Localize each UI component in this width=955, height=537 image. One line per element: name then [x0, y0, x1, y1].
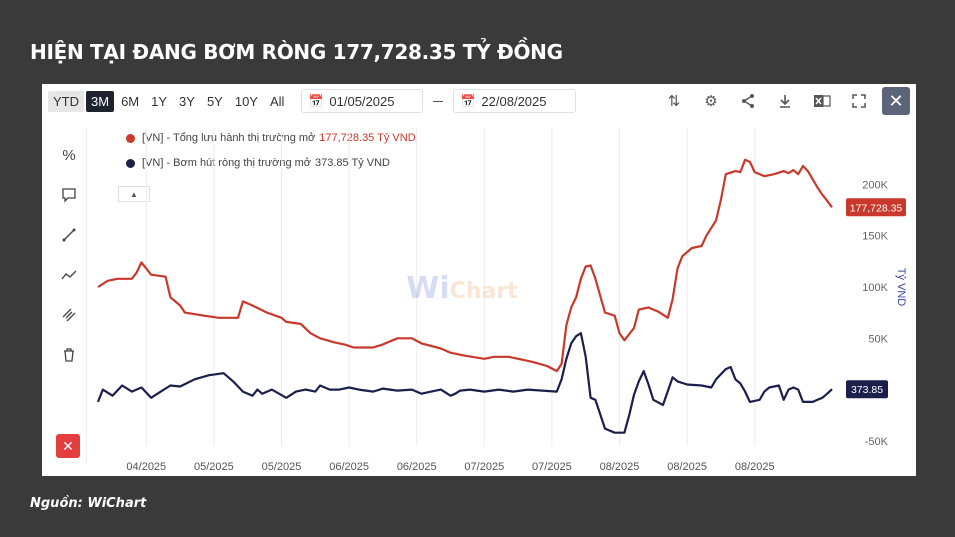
- legend-item-outstanding[interactable]: [VN] - Tổng lưu hành thị trường mở 177,7…: [126, 132, 416, 144]
- y-tick-label: 150K: [862, 231, 888, 243]
- range-ytd[interactable]: YTD: [48, 90, 84, 112]
- calendar-icon: 📅: [308, 94, 324, 108]
- legend-value: 177,728.35 Tỷ VND: [319, 132, 416, 144]
- measure-icon[interactable]: [58, 304, 80, 326]
- x-tick-label: 07/2025: [532, 461, 572, 473]
- range-1y[interactable]: 1Y: [151, 93, 168, 109]
- date-from-input[interactable]: 📅 01/05/2025: [301, 89, 424, 113]
- axis-toggle-icon[interactable]: ⇅: [667, 93, 681, 110]
- range-3m[interactable]: 3M: [86, 90, 115, 112]
- delete-icon[interactable]: ✕: [56, 434, 80, 458]
- series-line-net-injection: [96, 332, 833, 434]
- watermark-logo: WiChart: [406, 271, 518, 306]
- legend-value: 373.85 Tỷ VND: [315, 157, 391, 169]
- share-icon[interactable]: [734, 87, 762, 115]
- y-tick-label: 100K: [862, 282, 888, 294]
- y-axis-label: Tỷ VND: [895, 268, 907, 307]
- drawing-tools: % ✕: [52, 128, 87, 464]
- x-tick-label: 08/2025: [667, 461, 707, 473]
- chart-panel: YTD 3M 6M 1Y 3Y 5Y 10Y All 📅 01/05/2025 …: [42, 84, 916, 476]
- last-value-label-outstanding: 177,728.35: [850, 202, 903, 214]
- last-value-badge-outstanding: [846, 198, 906, 217]
- calendar-icon: 📅: [460, 94, 476, 108]
- close-icon[interactable]: ✕: [882, 87, 910, 115]
- download-icon[interactable]: [771, 87, 799, 115]
- x-tick-label: 04/2025: [126, 461, 166, 473]
- y-tick-label: 50K: [868, 333, 888, 345]
- source-note: Nguồn: WiChart: [30, 496, 147, 511]
- toolbar: YTD 3M 6M 1Y 3Y 5Y 10Y All 📅 01/05/2025 …: [42, 84, 916, 118]
- x-tick-label: 08/2025: [600, 461, 640, 473]
- legend-dot: [126, 158, 135, 168]
- range-5y[interactable]: 5Y: [206, 93, 223, 109]
- x-tick-label: 07/2025: [464, 461, 504, 473]
- line-tool-icon[interactable]: [58, 224, 80, 246]
- legend-collapse-button[interactable]: ▲: [118, 186, 150, 202]
- range-all[interactable]: All: [269, 93, 285, 109]
- percent-icon[interactable]: %: [62, 146, 76, 164]
- range-10y[interactable]: 10Y: [234, 93, 258, 109]
- y-tick-label: 200K: [862, 179, 888, 191]
- comment-icon[interactable]: [58, 184, 80, 206]
- x-tick-label: 06/2025: [397, 461, 437, 473]
- x-tick-label: 08/2025: [735, 461, 775, 473]
- trend-icon[interactable]: [58, 264, 80, 286]
- legend-label: [VN] - Tổng lưu hành thị trường mở: [142, 132, 316, 144]
- date-to-input[interactable]: 📅 22/08/2025: [453, 89, 576, 113]
- legend-item-net-injection[interactable]: [VN] - Bơm hút ròng thị trường mở 373.85…: [126, 157, 390, 169]
- y-tick-label: -50K: [865, 436, 889, 448]
- headline: HIỆN TẠI ĐANG BƠM RÒNG 177,728.35 TỶ ĐỒN…: [30, 40, 563, 64]
- series-line-outstanding: [97, 158, 833, 373]
- range-6m[interactable]: 6M: [121, 93, 140, 109]
- legend-label: [VN] - Bơm hút ròng thị trường mở: [142, 157, 311, 169]
- fullscreen-icon[interactable]: [845, 87, 873, 115]
- range-3y[interactable]: 3Y: [179, 93, 195, 109]
- legend-dot: [126, 133, 135, 143]
- date-separator: [433, 100, 444, 102]
- x-tick-label: 06/2025: [329, 461, 369, 473]
- gear-icon[interactable]: ⚙: [704, 93, 718, 110]
- watermark-chart: Chart: [450, 279, 519, 304]
- trash-icon[interactable]: [58, 344, 80, 366]
- x-tick-label: 05/2025: [194, 461, 234, 473]
- date-from-value: 01/05/2025: [329, 93, 395, 109]
- x-tick-label: 05/2025: [262, 461, 302, 473]
- toolbar-icons: ⇅ ⚙ ✕: [651, 87, 910, 115]
- excel-icon[interactable]: [808, 87, 836, 115]
- watermark-wi: Wi: [406, 271, 449, 306]
- last-value-badge-net-injection: [846, 380, 888, 399]
- last-value-label-net-injection: 373.85: [851, 384, 883, 396]
- date-to-value: 22/08/2025: [481, 93, 547, 109]
- chart-canvas: 04/2025 05/2025 05/2025 06/2025 06/2025 07/20…: [96, 128, 907, 473]
